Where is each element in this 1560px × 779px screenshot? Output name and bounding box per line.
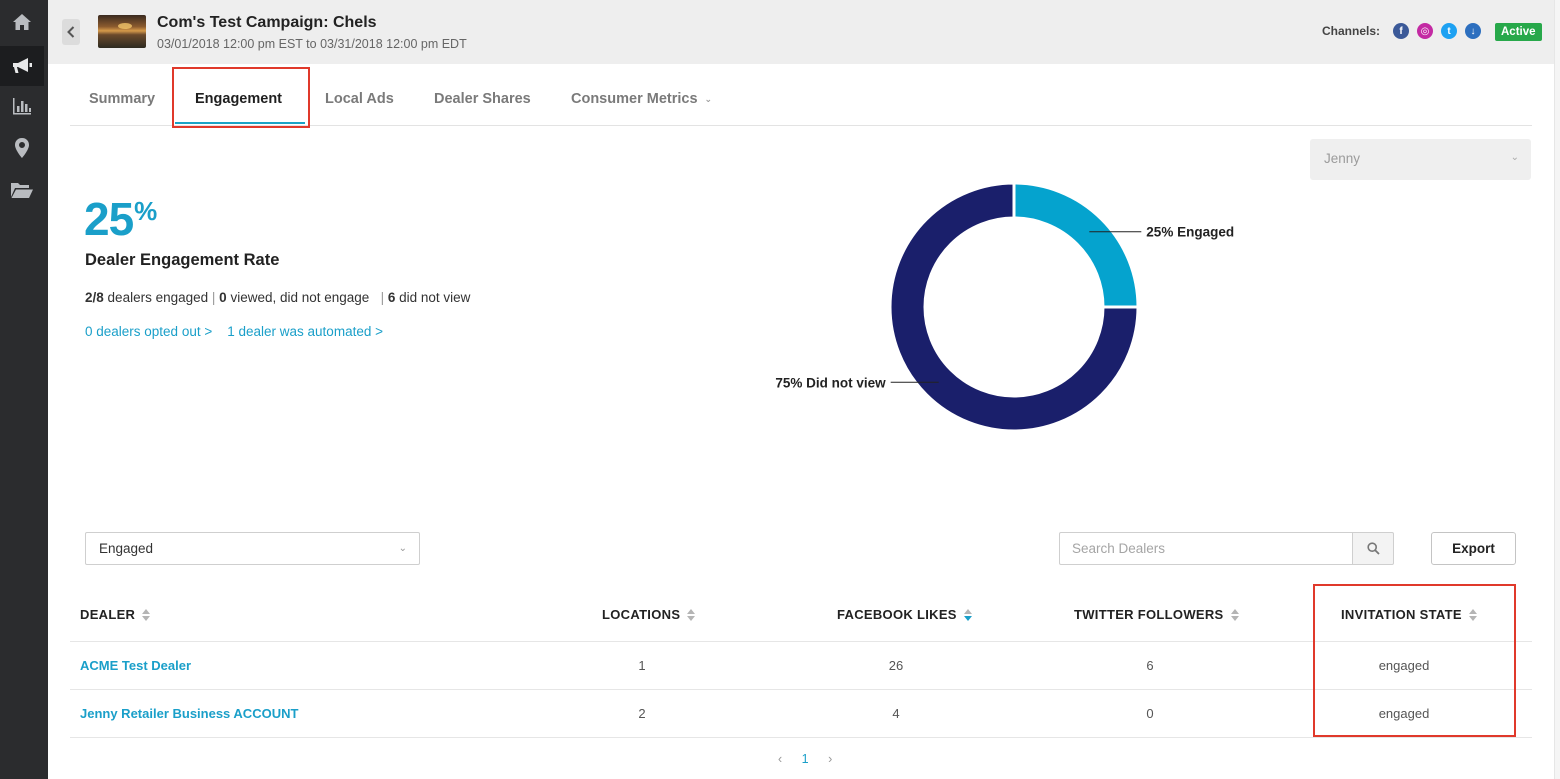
campaign-title: Com's Test Campaign: Chels [157, 14, 377, 31]
tab-summary[interactable]: Summary [89, 91, 156, 107]
column-header-dealer[interactable]: DEALER [80, 607, 151, 622]
home-icon [13, 14, 31, 30]
nav-locations[interactable] [0, 128, 44, 168]
sort-icon [1468, 608, 1478, 621]
campaign-dates: 03/01/2018 12:00 pm EST to 03/31/2018 12… [157, 37, 467, 51]
chevron-down-icon: ⌄ [704, 93, 713, 104]
nav-reports[interactable] [0, 86, 44, 126]
folder-open-icon [11, 183, 33, 198]
back-button[interactable] [62, 19, 80, 45]
column-header-label: TWITTER FOLLOWERS [1074, 607, 1224, 622]
campaign-tabs: Summary Engagement Local Ads Dealer Shar… [70, 72, 1532, 126]
chevron-down-icon: ⌄ [1510, 152, 1519, 163]
instagram-icon: ◎ [1417, 23, 1433, 39]
sort-icon [1230, 608, 1240, 621]
facebook-likes-cell: 4 [892, 706, 900, 721]
table-row: Jenny Retailer Business ACCOUNT 2 4 0 en… [70, 690, 1532, 738]
channels-label: Channels: [1322, 24, 1381, 38]
donut-label-0: 25% Engaged [1146, 225, 1234, 240]
engagement-tab-highlight [172, 67, 310, 128]
invitation-state-cell: engaged [1378, 658, 1430, 673]
engaged-count: 2/8 [85, 290, 104, 305]
twitter-followers-cell: 6 [1146, 658, 1154, 673]
page-scrollbar[interactable] [1554, 0, 1560, 779]
donut-slice-0 [1012, 181, 1140, 309]
search-icon [1366, 542, 1380, 555]
active-tab-indicator [175, 122, 305, 124]
automated-link[interactable]: 1 dealer was automated > [227, 324, 383, 339]
engagement-links: 0 dealers opted out > 1 dealer was autom… [85, 324, 383, 339]
locations-cell: 1 [638, 658, 646, 673]
opted-out-link[interactable]: 0 dealers opted out > [85, 324, 213, 339]
column-header-label: DEALER [80, 607, 136, 622]
pagination: ‹ 1 › [770, 752, 840, 766]
status-badge: Active [1495, 23, 1542, 41]
table-header: DEALER LOCATIONS FACEBOOK LIKES TWITTER … [70, 590, 1532, 642]
tab-engagement[interactable]: Engagement [195, 91, 283, 107]
invitation-state-highlight [1313, 584, 1516, 737]
tab-consumer-metrics-label: Consumer Metrics [571, 91, 698, 107]
page-number-button[interactable]: 1 [801, 752, 809, 766]
column-header-label: LOCATIONS [602, 607, 681, 622]
nav-campaigns[interactable] [0, 46, 44, 86]
chevron-down-icon: ⌄ [398, 543, 407, 554]
column-header-label: INVITATION STATE [1341, 607, 1462, 622]
map-pin-icon [15, 138, 29, 158]
user-select[interactable]: Jenny ⌄ [1310, 139, 1531, 180]
engagement-breakdown: 2/8 dealers engaged | 0 viewed, did not … [85, 290, 471, 305]
export-button[interactable]: Export [1431, 532, 1516, 565]
campaign-header: Com's Test Campaign: Chels 03/01/2018 12… [48, 0, 1560, 64]
prev-page-button[interactable]: ‹ [778, 752, 783, 766]
viewed-text: viewed, did not engage [230, 290, 370, 305]
column-header-label: FACEBOOK LIKES [837, 607, 957, 622]
column-header-invitation-state[interactable]: INVITATION STATE [1341, 607, 1478, 622]
twitter-followers-cell: 0 [1146, 706, 1154, 721]
tab-consumer-metrics[interactable]: Consumer Metrics ⌄ [571, 72, 712, 126]
engagement-rate-unit: % [134, 196, 157, 226]
table-row: ACME Test Dealer 1 26 6 engaged [70, 642, 1532, 690]
campaign-thumbnail [98, 15, 146, 48]
engagement-rate-value: 25% [84, 192, 157, 246]
chevron-left-icon [67, 26, 75, 38]
state-filter-value: Engaged [99, 541, 154, 556]
sort-icon [142, 608, 151, 621]
next-page-button[interactable]: › [828, 752, 833, 766]
column-header-locations[interactable]: LOCATIONS [602, 607, 696, 622]
dealers-table: DEALER LOCATIONS FACEBOOK LIKES TWITTER … [70, 590, 1532, 738]
viewed-count: 0 [219, 290, 227, 305]
search-button[interactable] [1352, 532, 1394, 565]
engaged-text: dealers engaged [107, 290, 209, 305]
invitation-state-cell: engaged [1378, 706, 1430, 721]
twitter-icon: t [1441, 23, 1457, 39]
side-navigation [0, 0, 48, 779]
column-header-twitter-followers[interactable]: TWITTER FOLLOWERS [1074, 607, 1240, 622]
megaphone-icon [13, 58, 32, 73]
sort-icon [687, 608, 696, 621]
state-filter-select[interactable]: Engaged ⌄ [85, 532, 420, 565]
locations-cell: 2 [638, 706, 646, 721]
tab-dealer-shares[interactable]: Dealer Shares [434, 91, 531, 107]
column-header-facebook-likes[interactable]: FACEBOOK LIKES [837, 607, 973, 622]
nav-home[interactable] [0, 2, 44, 42]
tab-local-ads[interactable]: Local Ads [325, 91, 394, 107]
search-dealers-input[interactable] [1059, 532, 1353, 565]
download-icon: ↓ [1465, 23, 1481, 39]
not-view-text: did not view [399, 290, 471, 305]
donut-slice-1 [888, 181, 1140, 433]
donut-label-1: 75% Did not view [775, 375, 886, 390]
not-view-count: 6 [387, 290, 396, 305]
engagement-rate-number: 25 [84, 193, 134, 245]
engagement-rate-label: Dealer Engagement Rate [85, 251, 280, 269]
sort-desc-icon [963, 608, 973, 621]
facebook-icon: f [1393, 23, 1409, 39]
user-select-value: Jenny [1324, 151, 1361, 166]
dealer-link[interactable]: Jenny Retailer Business ACCOUNT [80, 706, 299, 721]
engagement-donut-chart: 25% Engaged 75% Did not view [775, 181, 1234, 433]
facebook-likes-cell: 26 [888, 658, 904, 673]
nav-files[interactable] [0, 170, 44, 210]
dealer-link[interactable]: ACME Test Dealer [80, 658, 192, 673]
bar-chart-icon [13, 98, 31, 115]
